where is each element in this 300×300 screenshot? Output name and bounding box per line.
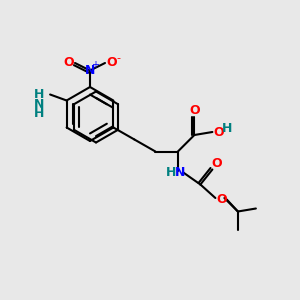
Text: H: H <box>166 166 176 179</box>
Text: N: N <box>34 98 44 111</box>
Text: H: H <box>222 122 233 135</box>
Text: O: O <box>63 56 74 70</box>
Text: -: - <box>116 53 121 64</box>
Text: H: H <box>34 106 44 120</box>
Text: O: O <box>212 157 222 170</box>
Text: +: + <box>92 60 99 70</box>
Text: N: N <box>85 64 95 77</box>
Text: H: H <box>34 88 44 101</box>
Text: O: O <box>214 125 224 139</box>
Text: O: O <box>106 56 117 70</box>
Text: O: O <box>216 193 227 206</box>
Text: O: O <box>189 104 200 117</box>
Text: N: N <box>175 166 185 179</box>
